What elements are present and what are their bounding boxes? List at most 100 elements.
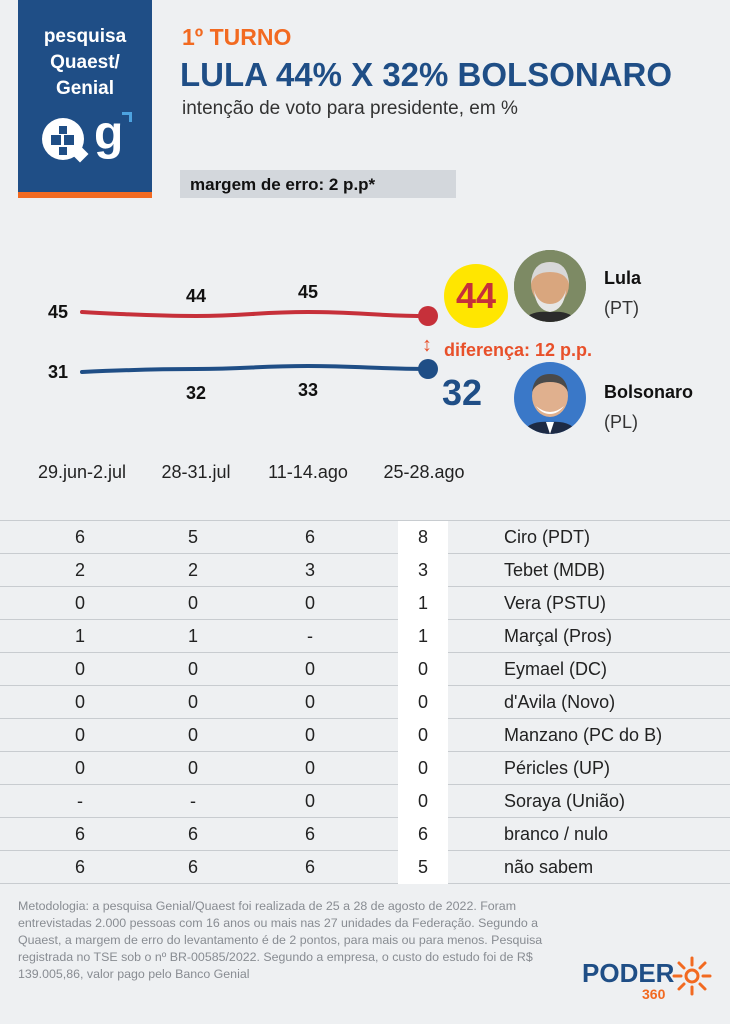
page-title: LULA 44% X 32% BOLSONARO (180, 56, 673, 93)
table-row: - - 0 0 Soraya (União) (0, 785, 730, 818)
table-row: 0 0 0 0 d'Avila (Novo) (0, 686, 730, 719)
table-cell: 0 (74, 659, 85, 679)
data-label-lula-0: 45 (48, 302, 68, 322)
genial-logo-icon: g (94, 107, 124, 160)
candidate-name: Vera (PSTU) (504, 593, 607, 613)
table-row: 2 2 3 3 Tebet (MDB) (0, 554, 730, 587)
table-cell: 0 (74, 692, 85, 712)
candidate-name: Ciro (PDT) (504, 527, 590, 547)
poder-logo-number: 360 (642, 986, 666, 1002)
latest-column-highlight (398, 554, 448, 587)
table-cell: 0 (187, 593, 198, 613)
table-row: 0 0 0 0 Péricles (UP) (0, 752, 730, 785)
table-row: 6 6 6 6 branco / nulo (0, 818, 730, 851)
table-cell: 0 (417, 791, 428, 811)
table-cell: 6 (187, 857, 198, 877)
table-cell: 1 (187, 626, 198, 646)
table-cell: 3 (417, 560, 428, 580)
brand-line-1: pesquisa (43, 26, 127, 47)
candidate-name: Manzano (PC do B) (504, 725, 663, 745)
table-cell: 0 (187, 659, 198, 679)
series-endpoint-lula (418, 306, 438, 326)
bolsonaro-party: (PL) (604, 412, 639, 432)
line-chart: 45 44 45 31 32 33 29.jun-2.jul 28-31.jul 11-14.a… (38, 282, 465, 482)
table-row: 1 1 - 1 Marçal (Pros) (0, 620, 730, 653)
table-cell: 6 (74, 824, 85, 844)
table-cell: 0 (74, 725, 85, 745)
quaest-logo-icon (42, 118, 89, 163)
x-tick-label-3: 25-28.ago (383, 462, 464, 482)
candidate-name: branco / nulo (504, 824, 609, 844)
lula-value-badge: 44 (444, 264, 508, 328)
latest-column-highlight (398, 818, 448, 851)
table-cell: 6 (304, 824, 315, 844)
table-cell: - (307, 626, 313, 646)
poder-logo-text: PODER (582, 958, 675, 988)
turno-label: 1º TURNO (182, 24, 292, 50)
bolsonaro-name: Bolsonaro (604, 382, 694, 402)
methodology-note: Metodologia: a pesquisa Genial/Quaest fo… (18, 899, 543, 981)
table-cell: 0 (417, 692, 428, 712)
table-cell: 6 (187, 824, 198, 844)
table-cell: 2 (187, 560, 198, 580)
table-cell: 0 (304, 593, 315, 613)
data-label-lula-2: 45 (298, 282, 318, 302)
candidate-name: Soraya (União) (504, 791, 626, 811)
series-line-bolsonaro (80, 363, 430, 374)
latest-column-highlight (398, 653, 448, 686)
table-cell: 1 (74, 626, 85, 646)
table-cell: 5 (187, 527, 198, 547)
latest-column-highlight (398, 620, 448, 653)
table-cell: 6 (74, 857, 85, 877)
candidate-name: d'Avila (Novo) (504, 692, 616, 712)
table-cell: 0 (417, 725, 428, 745)
table-cell: 0 (304, 692, 315, 712)
table-cell: 0 (187, 725, 198, 745)
poder360-logo: PODER 360 (582, 954, 722, 1004)
lula-name: Lula (604, 268, 642, 288)
table-row: 0 0 0 0 Eymael (DC) (0, 653, 730, 686)
series-line-lula (80, 309, 430, 319)
table-cell: 2 (74, 560, 85, 580)
table-cell: 6 (304, 857, 315, 877)
latest-column-highlight (398, 686, 448, 719)
table-cell: 0 (304, 659, 315, 679)
lula-photo (514, 250, 586, 322)
x-tick-label-2: 11-14.ago (268, 462, 348, 482)
table-cell: 0 (304, 758, 315, 778)
candidate-name: não sabem (504, 857, 594, 877)
lula-party: (PT) (604, 298, 639, 318)
latest-column-highlight (398, 752, 448, 785)
table-row: 0 0 0 0 Manzano (PC do B) (0, 719, 730, 752)
latest-column-highlight (398, 587, 448, 620)
table-cell: - (77, 791, 83, 811)
x-tick-label-0: 29.jun-2.jul (38, 462, 126, 482)
table-cell: 0 (74, 593, 85, 613)
table-row: 6 6 6 5 não sabem (0, 851, 730, 884)
data-label-bolsonaro-1: 32 (186, 383, 206, 403)
table-cell: 6 (304, 527, 315, 547)
table-row: 6 5 6 8 Ciro (PDT) (0, 521, 730, 554)
table-cell: - (190, 791, 196, 811)
margin-of-error: margem de erro: 2 p.p* (180, 170, 456, 198)
difference-label: diferença: 12 p.p. (444, 340, 593, 360)
latest-column-highlight (398, 719, 448, 752)
table-cell: 6 (74, 527, 85, 547)
brand-text: pesquisa Quaest/ Genial (18, 24, 152, 102)
x-tick-label-1: 28-31.jul (161, 462, 230, 482)
data-label-bolsonaro-2: 33 (298, 380, 318, 400)
latest-column-highlight (398, 521, 448, 554)
table-cell: 0 (417, 758, 428, 778)
page-subtitle: intenção de voto para presidente, em % (182, 98, 518, 119)
table-row: 0 0 0 1 Vera (PSTU) (0, 587, 730, 620)
brand-accent-bar (18, 192, 152, 198)
table-cell: 6 (417, 824, 428, 844)
table-cell: 1 (417, 593, 428, 613)
candidate-name: Péricles (UP) (504, 758, 611, 778)
brand-line-3: Genial (55, 78, 115, 99)
table-cell: 5 (417, 857, 428, 877)
brand-line-2: Quaest/ (50, 52, 120, 73)
data-label-bolsonaro-0: 31 (48, 362, 68, 382)
sun-icon (672, 956, 712, 996)
candidate-name: Marçal (Pros) (504, 626, 613, 646)
